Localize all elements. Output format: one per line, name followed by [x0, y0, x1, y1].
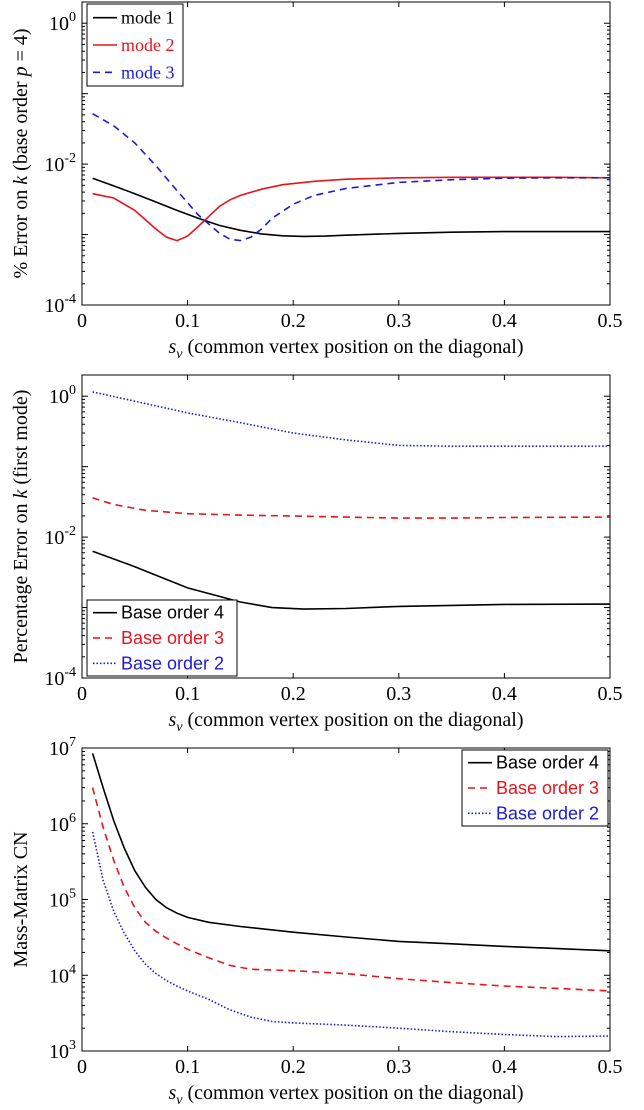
x-tick-label: 0.4 — [492, 310, 517, 332]
y-tick-label: 103 — [49, 1038, 76, 1063]
y-tick-label: 105 — [49, 887, 76, 912]
legend-entry: Base order 3 — [121, 628, 224, 648]
x-label-symbol: s — [168, 709, 176, 731]
x-tick-label: 0.5 — [598, 310, 623, 332]
x-tick-label: 0.2 — [281, 683, 306, 705]
tick-exponent: 0 — [69, 10, 76, 25]
tick-exponent: -2 — [64, 151, 76, 166]
tick-base: 10 — [49, 814, 69, 836]
y-tick-label: 10-4 — [44, 665, 76, 690]
x-tick-label: 0.3 — [386, 310, 411, 332]
y-label-part: (base order — [10, 76, 32, 175]
y-tick-label: 10-2 — [44, 151, 76, 176]
x-tick-label: 0 — [77, 683, 87, 705]
tick-base: 10 — [49, 386, 69, 408]
y-tick-label: 106 — [49, 811, 76, 836]
x-tick-label: 0 — [77, 310, 87, 332]
tick-base: 10 — [49, 738, 69, 760]
y-axis-label: % Error on k (base order p = 4) — [10, 28, 32, 278]
series-line — [92, 176, 611, 242]
x-label-subscript: v — [176, 720, 183, 735]
y-label-part: = 4) — [10, 28, 32, 66]
x-axis-label: sv (common vertex position on the diagon… — [168, 1082, 523, 1108]
x-tick-label: 0.4 — [492, 683, 517, 705]
x-label-symbol: s — [168, 1082, 176, 1104]
x-tick-label: 0 — [77, 1056, 87, 1078]
x-axis-label: sv (common vertex position on the diagon… — [168, 709, 523, 735]
y-tick-label: 104 — [49, 962, 76, 987]
series-line — [91, 787, 611, 992]
x-tick-label: 0.1 — [175, 683, 200, 705]
plot-area — [81, 1, 611, 306]
y-label-part: k — [10, 488, 32, 498]
series-line — [91, 753, 611, 952]
x-tick-label: 0.2 — [281, 1056, 306, 1078]
y-label-part: Percentage Error on — [10, 498, 32, 663]
legend-entry: Base order 4 — [121, 603, 224, 623]
legend-entry: Base order 2 — [121, 653, 224, 673]
x-label-text: (common vertex position on the diagonal) — [182, 709, 523, 731]
x-tick-label: 0.1 — [175, 1056, 200, 1078]
y-tick-label: 100 — [49, 383, 76, 408]
tick-exponent: 7 — [69, 735, 76, 750]
series-line — [92, 177, 610, 238]
tick-exponent: 5 — [69, 887, 76, 902]
x-tick-label: 0.5 — [598, 1056, 623, 1078]
y-tick-label: 10-2 — [44, 524, 76, 549]
tick-base: 10 — [49, 890, 69, 912]
tick-base: 10 — [44, 668, 64, 690]
tick-base: 10 — [44, 527, 64, 549]
legend-entry: mode 1 — [121, 8, 175, 28]
legend-entry: Base order 3 — [496, 778, 599, 798]
y-tick-label: 100 — [49, 10, 76, 35]
x-label-subscript: v — [176, 347, 183, 362]
y-label-part: Mass-Matrix CN — [10, 831, 32, 967]
series-line — [91, 831, 611, 1038]
y-axis-label: Mass-Matrix CN — [10, 831, 32, 967]
legend-entry: Base order 4 — [496, 753, 599, 773]
y-axis-label: Percentage Error on k (first mode) — [10, 390, 32, 664]
x-tick-label: 0.3 — [386, 683, 411, 705]
tick-base: 10 — [49, 1041, 69, 1063]
x-tick-label: 0.1 — [175, 310, 200, 332]
x-label-subscript: v — [176, 1093, 183, 1108]
tick-exponent: 6 — [69, 811, 76, 826]
legend-entry: mode 2 — [121, 35, 175, 55]
series-line — [92, 391, 611, 447]
x-tick-label: 0.2 — [281, 310, 306, 332]
x-label-text: (common vertex position on the diagonal) — [182, 336, 523, 358]
legend-entry: mode 3 — [121, 62, 175, 82]
series-line — [92, 497, 611, 519]
y-tick-label: 10-4 — [44, 292, 76, 317]
y-label-part: k — [10, 175, 32, 185]
x-tick-label: 0.5 — [598, 683, 623, 705]
x-tick-label: 0.4 — [492, 1056, 517, 1078]
y-label-part: % Error on — [10, 185, 32, 279]
series-line — [92, 550, 611, 610]
tick-exponent: 0 — [69, 383, 76, 398]
tick-exponent: -2 — [64, 524, 76, 539]
y-label-part: (first mode) — [10, 390, 32, 490]
y-label-part: p — [10, 66, 32, 78]
x-label-text: (common vertex position on the diagonal) — [182, 1082, 523, 1104]
x-label-symbol: s — [168, 336, 176, 358]
tick-exponent: -4 — [64, 665, 76, 680]
series-line — [92, 113, 610, 242]
plot-area — [81, 374, 611, 679]
legend-entry: Base order 2 — [496, 803, 599, 823]
tick-exponent: -4 — [64, 292, 76, 307]
x-axis-label: sv (common vertex position on the diagon… — [168, 336, 523, 362]
tick-base: 10 — [44, 295, 64, 317]
tick-base: 10 — [44, 154, 64, 176]
tick-base: 10 — [49, 13, 69, 35]
tick-base: 10 — [49, 965, 69, 987]
x-tick-label: 0.3 — [386, 1056, 411, 1078]
y-tick-label: 107 — [49, 735, 76, 760]
tick-exponent: 4 — [69, 962, 76, 977]
tick-exponent: 3 — [69, 1038, 76, 1053]
